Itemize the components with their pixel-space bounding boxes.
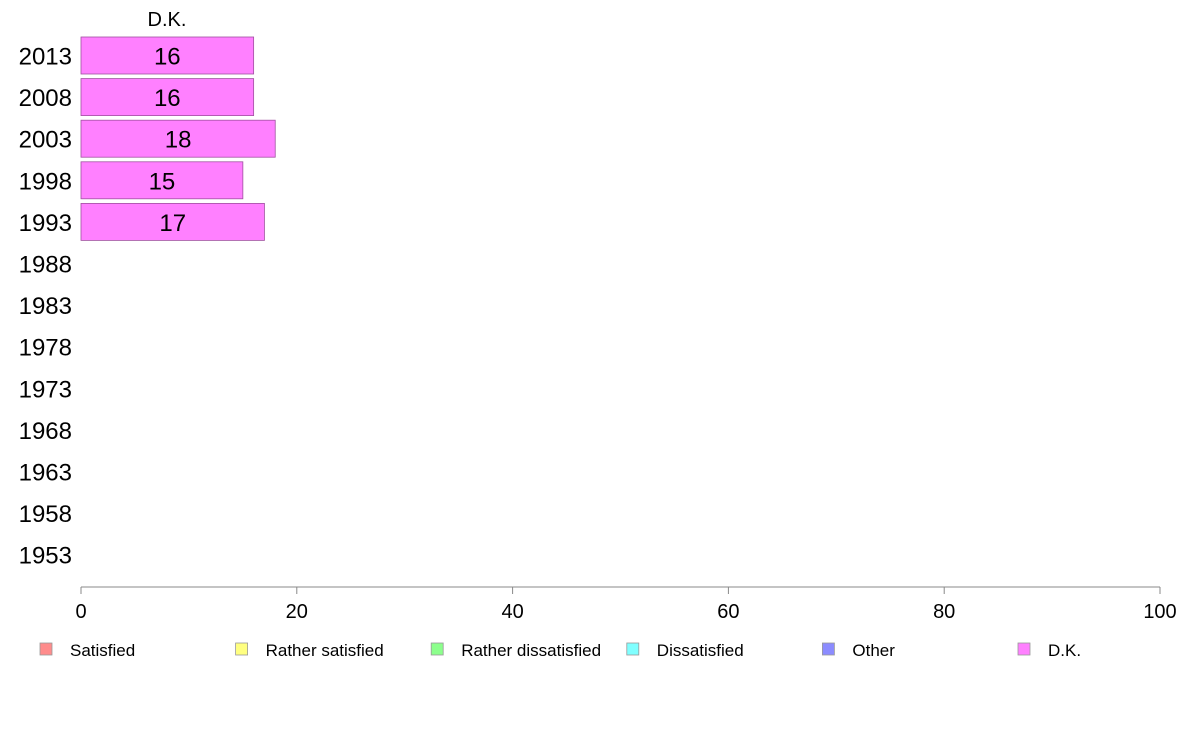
y-tick-label: 1998: [19, 168, 72, 195]
y-tick-label: 1978: [19, 335, 72, 362]
bar: [80, 119, 276, 158]
legend: Satisfied Rather satisfied Rather dissatis…: [39, 641, 1081, 660]
legend-swatch: [626, 642, 640, 656]
bar-value-label: 17: [159, 210, 186, 237]
y-tick-label: 2003: [19, 127, 72, 154]
bar-value-label: 18: [165, 127, 192, 154]
x-tick-label: 60: [717, 601, 739, 623]
bar: [80, 161, 244, 200]
x-tick-label: 40: [501, 601, 523, 623]
bar: [80, 202, 265, 241]
y-tick-label: 2008: [19, 85, 72, 112]
legend-swatch: [39, 642, 53, 656]
legend-swatch: [822, 642, 835, 656]
bar-value-label: 16: [154, 85, 181, 112]
panel-title: D.K.: [148, 9, 187, 31]
legend-swatch: [1017, 642, 1031, 656]
bar-value-label: 15: [149, 168, 176, 195]
y-tick-label: 1973: [19, 376, 72, 403]
y-tick-label: 1953: [19, 543, 72, 570]
x-tick-label: 100: [1143, 601, 1176, 623]
y-axis-ticks: 2013 2008 2003 1998 1993 1988 1983 1978 1973 1968…: [19, 44, 72, 570]
y-tick-label: 1958: [19, 501, 72, 528]
y-tick-label: 1988: [19, 252, 72, 279]
bar-value-label: 16: [154, 44, 181, 71]
x-axis: 0 20 40 60 80 100: [75, 586, 1177, 623]
y-tick-label: 1983: [19, 293, 72, 320]
y-tick-label: 2013: [19, 44, 72, 71]
legend-label: Satisfied: [70, 641, 135, 660]
y-tick-label: 1968: [19, 418, 72, 445]
legend-label: Dissatisfied: [657, 641, 744, 660]
legend-label: Rather satisfied: [266, 641, 384, 660]
y-tick-label: 1963: [19, 460, 72, 487]
legend-swatch: [430, 642, 444, 656]
bar: [80, 36, 255, 75]
bar-labels: 16 16 18 15 17: [149, 44, 192, 237]
legend-label: Rather dissatisfied: [461, 641, 601, 660]
legend-label: Other: [852, 641, 895, 660]
x-tick-label: 20: [286, 601, 308, 623]
bar: [80, 78, 255, 116]
x-tick-label: 80: [933, 601, 955, 623]
legend-swatch: [235, 642, 249, 656]
legend-label: D.K.: [1048, 641, 1081, 660]
y-tick-label: 1993: [19, 210, 72, 237]
x-tick-label: 0: [75, 601, 86, 623]
bars: [80, 36, 276, 241]
